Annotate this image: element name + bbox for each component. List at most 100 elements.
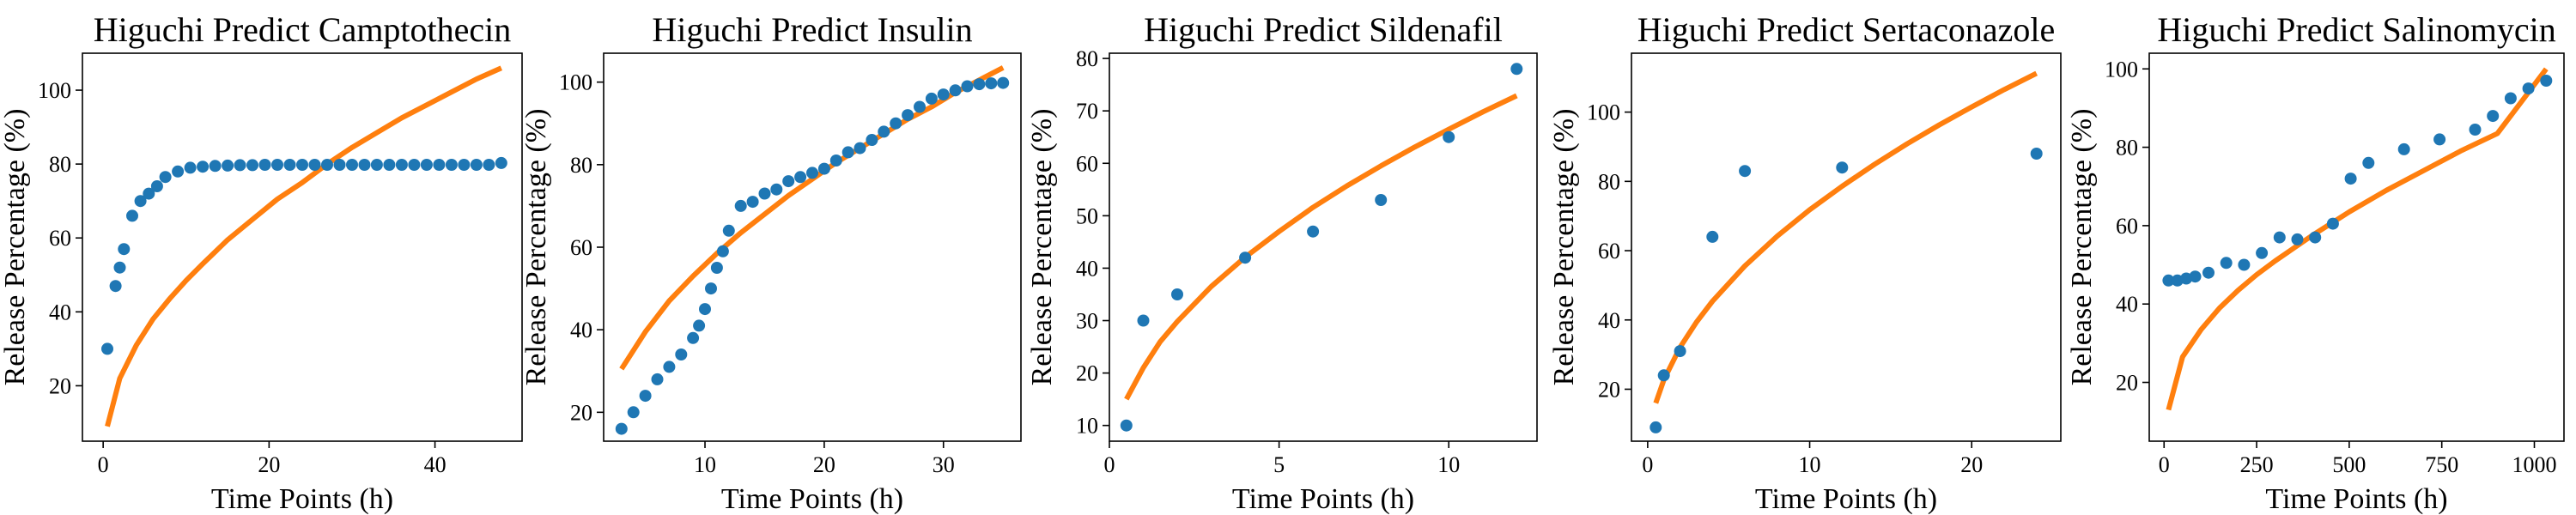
fit-curve xyxy=(105,65,503,427)
data-point xyxy=(126,209,138,222)
data-point xyxy=(937,88,950,101)
data-point xyxy=(321,159,333,171)
data-point xyxy=(2344,173,2357,185)
data-point xyxy=(817,162,830,175)
data-point xyxy=(722,224,735,237)
fit-curve xyxy=(2166,67,2549,411)
data-point xyxy=(2291,233,2304,245)
y-tick-label: 100 xyxy=(1587,100,1620,125)
x-tick-label: 20 xyxy=(258,452,280,477)
data-point xyxy=(1674,345,1686,358)
data-point xyxy=(495,156,507,169)
x-tick-label: 0 xyxy=(2159,452,2170,477)
data-point xyxy=(370,159,383,171)
data-point xyxy=(2238,258,2251,271)
chart-title: Higuchi Predict Sildenafil xyxy=(1144,10,1503,49)
y-axis-label: Release Percentage (%) xyxy=(0,109,31,386)
chart-panel-3: 0 5 10 10 20 30 40 50 60 70 80 Higuchi Predict Sild… xyxy=(1026,10,1538,515)
data-point xyxy=(2309,231,2322,244)
y-tick-label: 100 xyxy=(2105,57,2138,82)
x-tick-label: 40 xyxy=(424,452,447,477)
data-point xyxy=(346,159,358,171)
data-point xyxy=(358,159,371,171)
data-point xyxy=(2487,110,2500,123)
y-tick-label: 80 xyxy=(1598,169,1620,194)
axes-frame xyxy=(1109,52,1538,442)
y-tick-label: 80 xyxy=(49,152,71,177)
x-tick-label: 250 xyxy=(2240,452,2274,477)
data-point xyxy=(1171,288,1183,300)
data-point xyxy=(699,303,711,316)
chart-title: Higuchi Predict Camptothecin xyxy=(94,10,512,49)
data-point xyxy=(222,159,234,172)
data-point xyxy=(1510,63,1523,76)
data-point xyxy=(2220,257,2233,270)
data-point xyxy=(308,159,321,171)
y-tick-label: 40 xyxy=(1076,256,1098,281)
data-point xyxy=(997,76,1010,89)
chart-title: Higuchi Predict Salinomycin xyxy=(2157,10,2555,49)
fit-curve xyxy=(1653,70,2038,404)
data-point xyxy=(172,165,185,178)
data-point xyxy=(746,196,759,209)
x-axis-label: Time Points (h) xyxy=(721,483,903,515)
y-tick-label: 60 xyxy=(2116,214,2138,239)
data-point xyxy=(118,243,131,256)
data-point xyxy=(1657,369,1670,382)
y-tick-label: 40 xyxy=(2116,292,2138,317)
data-point xyxy=(794,171,807,184)
data-point xyxy=(2504,92,2517,105)
data-point xyxy=(2433,133,2446,146)
data-point xyxy=(2540,75,2553,87)
data-point xyxy=(710,262,723,274)
y-tick-label: 60 xyxy=(570,235,592,260)
x-axis-label: Time Points (h) xyxy=(2265,483,2447,515)
data-point xyxy=(109,280,122,293)
x-tick-label: 0 xyxy=(1104,452,1115,477)
x-tick-label: 30 xyxy=(933,452,955,477)
chart-panel-1: 0 20 40 20 40 60 80 100 Higuchi Predict Camptoth… xyxy=(0,10,523,515)
data-point xyxy=(2189,270,2202,283)
data-point xyxy=(1375,194,1388,206)
data-point xyxy=(1120,419,1133,432)
data-point xyxy=(663,360,676,373)
data-point xyxy=(159,171,172,184)
y-axis-label: Release Percentage (%) xyxy=(2066,109,2098,386)
data-point xyxy=(234,159,246,172)
data-point xyxy=(651,373,664,385)
y-tick-label: 60 xyxy=(1598,239,1620,264)
chart-panel-5: 0 250 500 750 1000 20 40 60 80 100 Higuchi Predict… xyxy=(2066,10,2565,515)
data-point xyxy=(1443,130,1455,143)
y-tick-label: 30 xyxy=(1076,309,1098,334)
y-tick-label: 20 xyxy=(49,373,71,398)
data-point xyxy=(296,159,308,171)
data-point xyxy=(770,183,783,196)
x-tick-label: 1000 xyxy=(2512,452,2557,477)
y-tick-label: 10 xyxy=(1076,414,1098,439)
y-axis-label: Release Percentage (%) xyxy=(1026,109,1058,386)
y-tick-label: 40 xyxy=(570,318,592,342)
data-point xyxy=(395,159,408,171)
axes-frame xyxy=(603,52,1022,442)
data-point xyxy=(483,159,495,171)
data-point xyxy=(782,175,795,188)
data-point xyxy=(716,245,729,258)
data-point xyxy=(470,159,483,171)
data-point xyxy=(758,187,771,200)
data-point xyxy=(925,92,938,105)
data-point xyxy=(914,100,926,113)
data-point xyxy=(627,406,640,419)
data-point xyxy=(383,159,396,171)
x-tick-label: 5 xyxy=(1273,452,1285,477)
data-point xyxy=(113,261,126,274)
data-point xyxy=(143,187,155,200)
data-point xyxy=(2180,272,2193,285)
data-point xyxy=(949,84,962,97)
data-point xyxy=(829,154,842,167)
data-point xyxy=(1137,314,1150,327)
data-point xyxy=(687,331,700,344)
data-point xyxy=(420,159,433,171)
data-point xyxy=(1739,165,1752,178)
data-point xyxy=(1836,161,1849,174)
